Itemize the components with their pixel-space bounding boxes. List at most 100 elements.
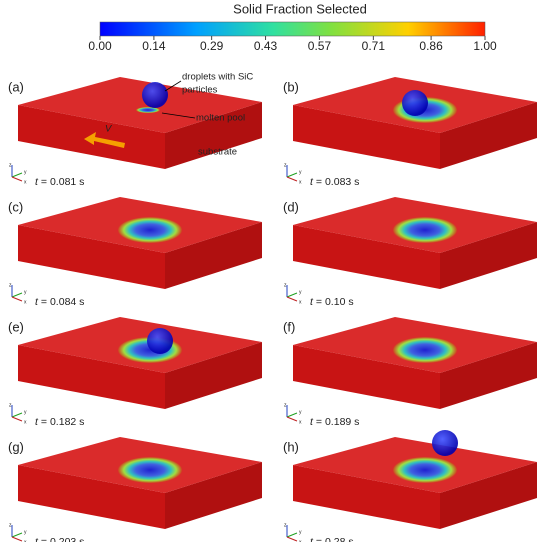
triad-label: y — [299, 289, 302, 295]
panel-time: t = 0.28 s — [310, 536, 354, 542]
time-value: = 0.189 s — [316, 416, 360, 428]
substrate-top-face — [18, 77, 262, 133]
substrate-left-face — [18, 225, 165, 289]
triad-x — [11, 176, 23, 182]
colorbar-tick-label: 0.00 — [88, 39, 112, 53]
triad-y — [11, 172, 23, 178]
panel: (a) t = 0.081 s z yx droplets with SiC particl… — [8, 72, 262, 188]
triad-x — [286, 416, 298, 422]
triad-label: x — [24, 179, 27, 185]
substrate-right-face — [440, 102, 537, 169]
panel: (g) t= 0.203 s z y x — [8, 437, 262, 542]
time-symbol: t — [35, 296, 39, 308]
time-value: = 0.081 s — [41, 176, 85, 188]
colorbar — [99, 21, 486, 37]
panel-label: (e) — [8, 319, 24, 334]
time-symbol: t — [310, 176, 314, 188]
annotation: particles — [182, 85, 218, 96]
triad-label: x — [24, 419, 27, 425]
colorbar-tick-label: 0.29 — [200, 39, 224, 53]
substrate-left-face — [293, 465, 440, 529]
annotation: substrate — [198, 147, 237, 158]
panel-time: t = 0.189 s — [310, 416, 359, 428]
triad-label: x — [299, 539, 302, 542]
molten-pool — [393, 457, 457, 483]
triad-y — [286, 412, 298, 418]
panel: (d) t = 0.10 s z yx — [283, 197, 537, 308]
colorbar-tick-label: 1.00 — [473, 39, 497, 53]
panel: (e) t = 0.182 s z yx — [8, 317, 262, 428]
panel: (c) t = 0.084 s z yx — [8, 197, 262, 308]
colorbar-tick-label: 0.57 — [308, 39, 332, 53]
molten-pool — [118, 217, 182, 243]
panel: (b) t = 0.083 s z yx — [283, 77, 537, 188]
substrate-right-face — [165, 342, 262, 409]
time-symbol: t — [35, 416, 39, 428]
panel-time: t = 0.10 s — [310, 296, 354, 308]
triad-x — [286, 536, 298, 542]
triad-label: x — [24, 299, 27, 305]
colorbar-tick-label: 0.86 — [419, 39, 443, 53]
time-symbol: t — [310, 296, 314, 308]
triad-label: z — [284, 522, 287, 528]
colorbar-title: Solid Fraction Selected — [233, 1, 367, 16]
triad-label: x — [24, 539, 27, 542]
velocity-arrow — [84, 132, 125, 148]
time-value: = 0.10 s — [316, 296, 354, 308]
triad-y — [286, 172, 298, 178]
substrate-left-face — [18, 465, 165, 529]
droplet — [402, 90, 428, 116]
substrate-right-face — [165, 462, 262, 529]
triad-label: y — [24, 169, 27, 175]
triad-label: z — [9, 282, 12, 288]
triad-x — [11, 296, 23, 302]
triad-y — [11, 292, 23, 298]
panel-time: t = 0.182 s — [35, 416, 84, 428]
triad-label: y — [299, 529, 302, 535]
panel-label: (c) — [8, 199, 23, 214]
substrate-left-face — [293, 225, 440, 289]
droplet — [142, 82, 168, 108]
colorbar-tick-label: 0.71 — [362, 39, 386, 53]
panel-time: t = 0.203 s — [35, 536, 84, 542]
substrate-right-face — [440, 222, 537, 289]
substrate-left-face — [18, 345, 165, 409]
panel-label: (f) — [283, 319, 295, 334]
triad-label: y — [299, 409, 302, 415]
triad-y — [11, 412, 23, 418]
triad-label: z — [284, 162, 287, 168]
annotation: droplets with SiC — [182, 72, 253, 83]
molten-pool — [393, 337, 457, 363]
panel-time: t = 0.084 s — [35, 296, 84, 308]
triad-label: x — [299, 299, 302, 305]
panel-label: (g) — [8, 439, 24, 454]
molten-pool — [118, 457, 182, 483]
time-value: = 0.203 s — [41, 536, 85, 542]
molten-pool — [393, 217, 457, 243]
time-symbol: t — [310, 416, 314, 428]
substrate-left-face — [293, 345, 440, 409]
time-value: = 0.28 s — [316, 536, 354, 542]
triad-x — [11, 536, 23, 542]
time-symbol: t — [310, 536, 314, 542]
panel-label: (b) — [283, 79, 299, 94]
triad-label: z — [9, 402, 12, 408]
substrate-right-face — [440, 462, 537, 529]
substrate-right-face — [440, 342, 537, 409]
triad-label: y — [24, 409, 27, 415]
triad-x — [286, 296, 298, 302]
substrate-right-face — [165, 222, 262, 289]
droplet — [432, 430, 458, 456]
annotation: molten pool — [196, 113, 245, 124]
colorbar-tick-label: 0.43 — [254, 39, 278, 53]
panel-time: t = 0.083 s — [310, 176, 359, 188]
pointer — [161, 112, 196, 119]
triad-label: z — [284, 282, 287, 288]
substrate-right-face — [165, 102, 262, 169]
annotation: V — [105, 124, 113, 135]
molten-pool — [136, 107, 160, 113]
triad-label: z — [9, 522, 12, 528]
triad-label: y — [24, 289, 27, 295]
time-symbol: t — [35, 536, 39, 542]
colorbar-tick-label: 0.14 — [142, 39, 166, 53]
